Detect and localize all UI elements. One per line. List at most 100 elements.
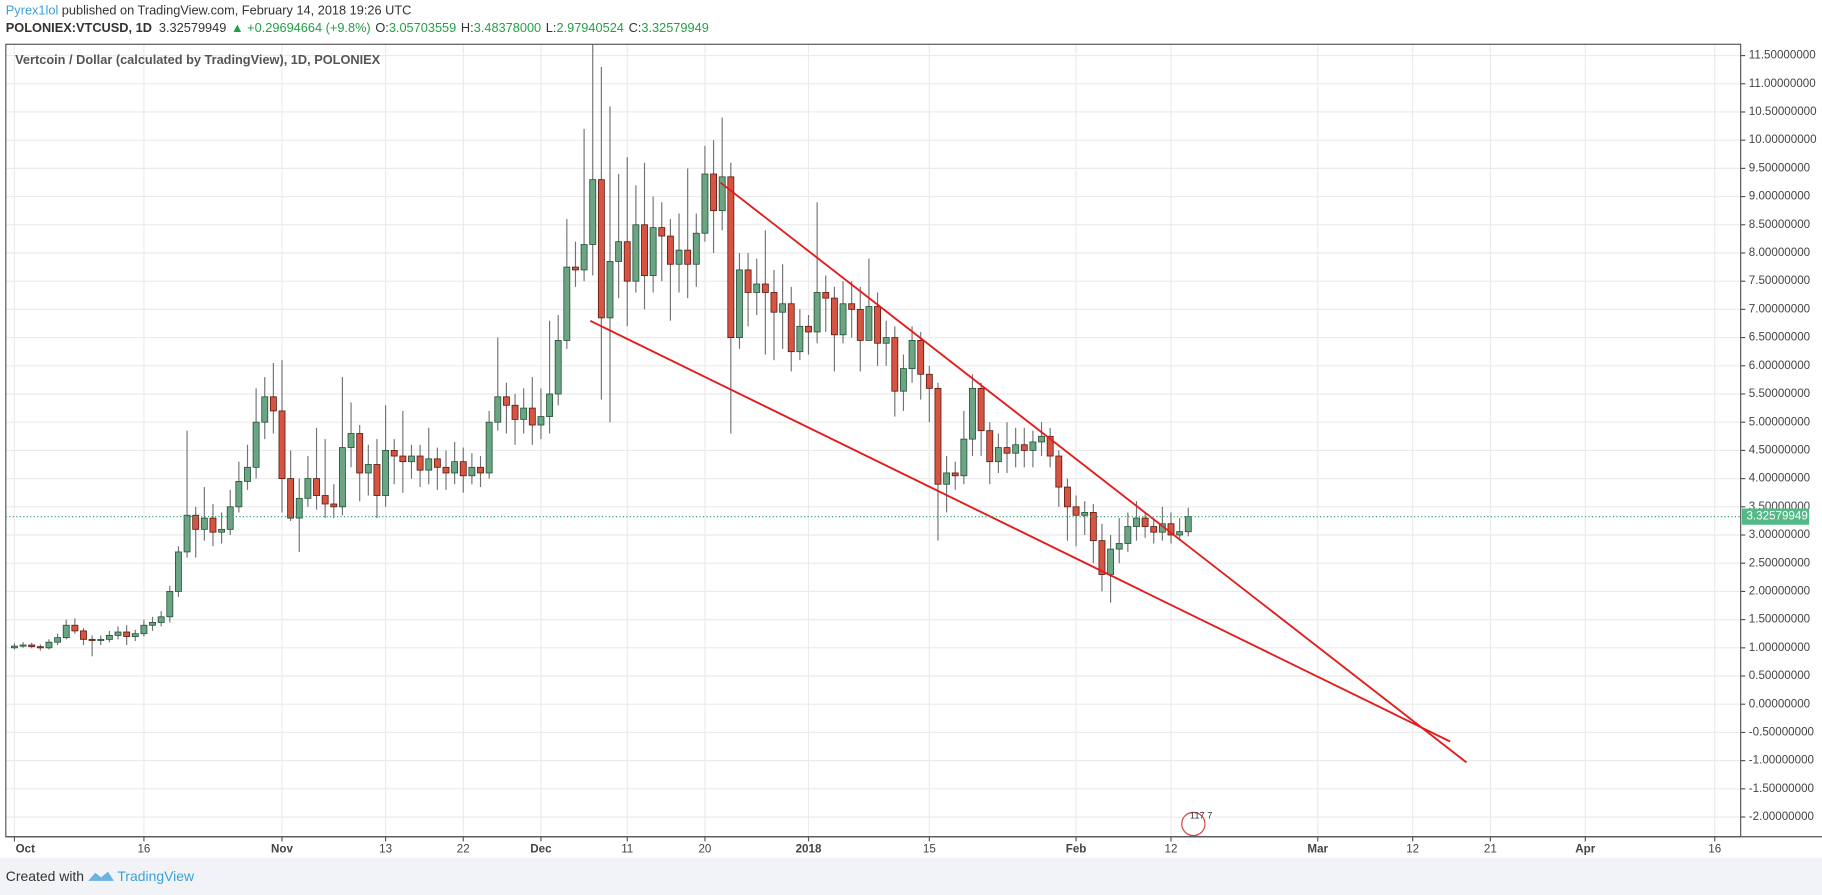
candle-body xyxy=(1141,517,1149,527)
candle-body xyxy=(80,630,87,640)
candle-body xyxy=(701,173,709,234)
candle-body xyxy=(451,461,459,474)
footer-band xyxy=(0,857,1822,895)
y-tick-label: 2.00000000 xyxy=(1749,584,1810,597)
candle-body xyxy=(623,241,631,282)
candle-body xyxy=(770,292,778,313)
x-tick-label: 20 xyxy=(698,843,711,856)
candle-body xyxy=(175,551,182,592)
candle-body xyxy=(537,416,545,426)
footer-brand[interactable]: TradingView xyxy=(117,868,195,884)
candle-body xyxy=(787,303,795,353)
candle-body xyxy=(304,478,312,499)
y-tick-label: 11.50000000 xyxy=(1749,49,1816,62)
y-tick-label: -1.00000000 xyxy=(1749,754,1814,767)
candle-body xyxy=(692,232,700,265)
candle-body xyxy=(477,466,484,474)
candle-body xyxy=(97,638,105,641)
badge-text: 117 7 xyxy=(1190,810,1213,820)
candle-body xyxy=(494,396,502,423)
candle-body xyxy=(994,447,1002,463)
candle-body xyxy=(114,631,122,636)
candle-body xyxy=(1038,435,1045,443)
l: 2.97940524 xyxy=(556,21,623,36)
candle-body xyxy=(88,638,96,641)
o: 3.05703559 xyxy=(389,21,456,36)
y-tick-label: 6.00000000 xyxy=(1749,359,1810,372)
candle-body xyxy=(200,517,208,530)
candle-body xyxy=(908,340,916,370)
candle-body xyxy=(425,458,433,471)
x-tick-label: 12 xyxy=(1165,843,1178,856)
h-label: H: xyxy=(461,21,474,36)
candle-body xyxy=(11,645,18,649)
candle-body xyxy=(528,407,536,426)
candle-body xyxy=(805,325,812,333)
candle-body xyxy=(917,340,925,375)
x-tick-label: 2018 xyxy=(796,843,822,856)
candle-body xyxy=(675,249,683,265)
candle-body xyxy=(520,407,528,420)
y-tick-label: 10.50000000 xyxy=(1749,105,1817,118)
candle-body xyxy=(572,266,579,271)
trend-line xyxy=(589,320,1451,743)
x-tick-label: 12 xyxy=(1406,843,1419,856)
change: ▲ +0.29694664 (+9.8%) xyxy=(231,21,371,36)
candle-body xyxy=(28,644,36,648)
y-tick-label: 1.00000000 xyxy=(1749,641,1810,654)
candle-body xyxy=(839,303,847,336)
candle-body xyxy=(209,517,217,533)
y-tick-label: -0.50000000 xyxy=(1749,725,1814,738)
candle-body xyxy=(347,433,355,448)
o-label: O: xyxy=(375,21,388,36)
candle-body xyxy=(1055,455,1063,488)
candle-body xyxy=(218,528,226,533)
candle-body xyxy=(416,455,424,471)
candle-body xyxy=(1124,526,1132,544)
x-tick-label: Apr xyxy=(1575,843,1595,856)
candle-body xyxy=(459,461,467,477)
candle-body xyxy=(658,227,666,237)
candle-body xyxy=(1115,543,1123,550)
y-tick-label: 0.50000000 xyxy=(1749,669,1810,682)
candle-body xyxy=(813,292,821,333)
candle-body xyxy=(338,447,346,508)
candle-body xyxy=(641,224,648,276)
x-tick-label: 11 xyxy=(621,843,633,856)
y-tick-label: 5.50000000 xyxy=(1749,387,1810,400)
candle-body xyxy=(131,633,139,637)
candle-body xyxy=(589,179,597,245)
x-tick-label: Nov xyxy=(271,843,293,856)
candle-body xyxy=(900,368,907,392)
author[interactable]: Pyrex1lol xyxy=(6,3,59,18)
candle-body xyxy=(192,514,200,530)
candle-body xyxy=(1150,526,1158,533)
y-tick-label: 0.00000000 xyxy=(1749,697,1810,710)
candle-body xyxy=(753,283,761,293)
candle-body xyxy=(891,337,899,392)
candle-body xyxy=(390,449,398,457)
badge-circle xyxy=(1181,811,1206,837)
x-tick-label: Dec xyxy=(530,843,552,856)
published: published on TradingView.com, February 1… xyxy=(62,3,412,18)
y-tick-label: 2.50000000 xyxy=(1749,556,1810,569)
candle-body xyxy=(856,308,864,341)
candle-body xyxy=(761,283,769,293)
candle-body xyxy=(1089,512,1097,542)
h: 3.48378000 xyxy=(474,21,541,36)
candle-body xyxy=(123,631,131,637)
candle-body xyxy=(244,466,251,482)
candle-body xyxy=(943,472,951,485)
candle-body xyxy=(226,506,234,530)
candle-body xyxy=(830,297,838,336)
candle-body xyxy=(744,269,752,293)
candle-body xyxy=(36,646,44,649)
candle-body xyxy=(934,387,942,485)
candle-body xyxy=(278,410,286,480)
candle-body xyxy=(951,472,959,477)
candle-body xyxy=(19,644,27,647)
y-tick-label: 5.00000000 xyxy=(1749,415,1810,428)
candle-body xyxy=(632,224,640,282)
